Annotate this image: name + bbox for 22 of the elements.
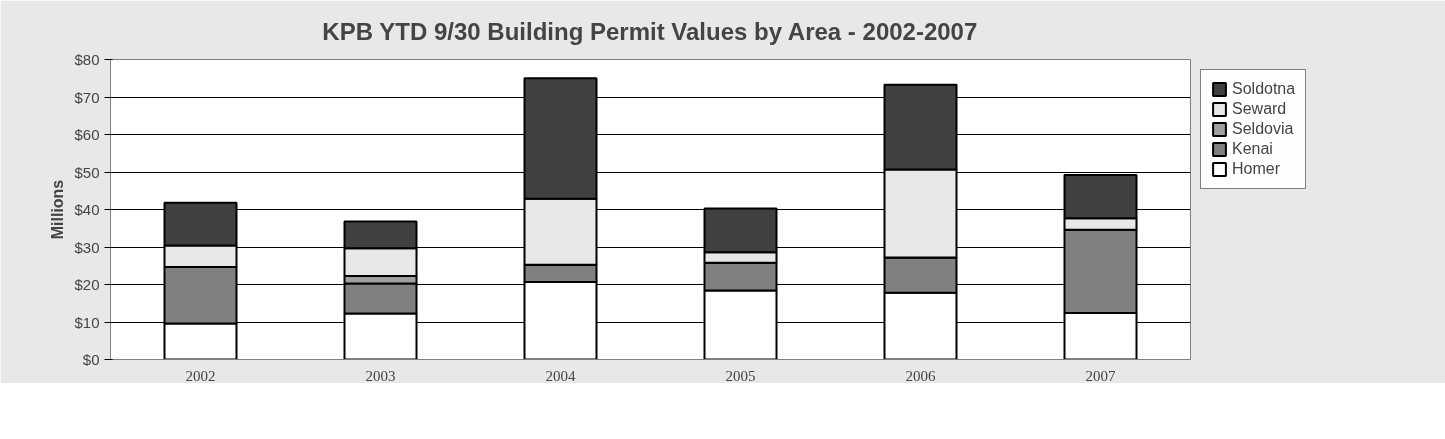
x-tick-label: 2006	[905, 367, 936, 384]
legend-label: Soldotna	[1232, 80, 1296, 98]
legend-label: Kenai	[1232, 140, 1273, 158]
x-tick-label: 2003	[365, 367, 396, 384]
y-tick-label: $70	[74, 88, 100, 106]
x-tick-label: 2005	[725, 367, 756, 384]
y-tick-label: $40	[74, 201, 100, 218]
y-tick-label: $10	[74, 313, 100, 331]
y-tick-label: $0	[82, 351, 100, 368]
legend-label: Seldovia	[1232, 120, 1294, 138]
x-tick-label: 2004	[545, 367, 576, 384]
chart-title: KPB YTD 9/30 Building Permit Values by Area - 2002-2007	[322, 17, 978, 45]
x-tick-label: 2002	[185, 367, 216, 384]
y-tick-label: $30	[74, 238, 100, 256]
y-tick-label: $50	[74, 163, 100, 181]
y-tick-label: $20	[74, 276, 100, 293]
legend-label: Homer	[1232, 160, 1281, 178]
y-axis-title: Millions	[49, 179, 67, 240]
x-tick-label: 2007	[1085, 367, 1116, 384]
legend-label: Seward	[1232, 100, 1287, 118]
y-tick-label: $60	[74, 126, 100, 143]
y-tick-label: $80	[74, 51, 100, 68]
